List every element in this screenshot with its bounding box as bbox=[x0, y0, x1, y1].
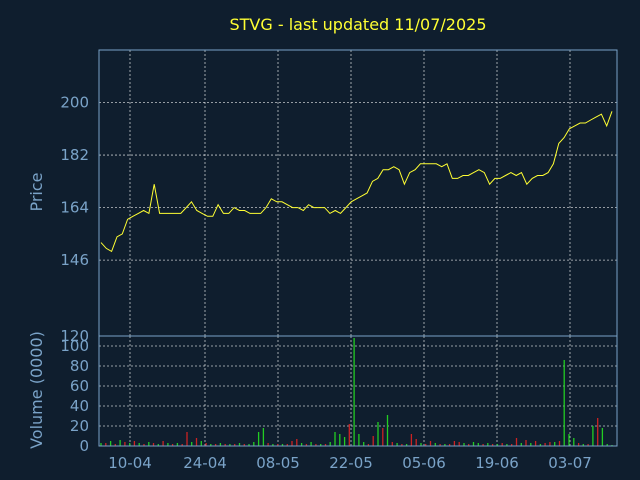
x-tick-label: 05-06 bbox=[402, 454, 446, 472]
volume-bars bbox=[100, 338, 613, 446]
x-tick-label: 08-05 bbox=[256, 454, 300, 472]
price-line bbox=[100, 111, 613, 253]
price-tick-label: 182 bbox=[60, 146, 89, 164]
price-tick-label: 146 bbox=[60, 251, 89, 269]
x-tick-label: 22-05 bbox=[329, 454, 373, 472]
price-tick-label: 120 bbox=[60, 327, 89, 345]
price-series bbox=[100, 111, 613, 253]
price-panel-frame bbox=[98, 49, 618, 337]
price-axis-label: Price bbox=[27, 172, 46, 211]
x-tick-label: 03-07 bbox=[548, 454, 592, 472]
price-tick-label: 200 bbox=[60, 94, 89, 112]
x-tick-label: 19-06 bbox=[475, 454, 519, 472]
volume-tick-label: 60 bbox=[70, 377, 89, 395]
price-tick-label: 164 bbox=[60, 199, 89, 217]
volume-tick-label: 0 bbox=[79, 437, 89, 455]
axis-layer: 120 146 164 182 200 0 20 40 60 80 100 10-04 24-04 08-… bbox=[60, 49, 618, 472]
volume-axis-label: Volume (0000) bbox=[27, 331, 46, 449]
x-tick-label: 24-04 bbox=[183, 454, 227, 472]
x-tick-label: 10-04 bbox=[108, 454, 152, 472]
grid-layer bbox=[99, 50, 617, 446]
volume-tick-label: 100 bbox=[60, 337, 89, 355]
chart-title: STVG - last updated 11/07/2025 bbox=[230, 15, 487, 34]
volume-tick-label: 40 bbox=[70, 397, 89, 415]
volume-panel-frame bbox=[98, 335, 618, 447]
volume-tick-label: 80 bbox=[70, 357, 89, 375]
volume-tick-label: 20 bbox=[70, 417, 89, 435]
